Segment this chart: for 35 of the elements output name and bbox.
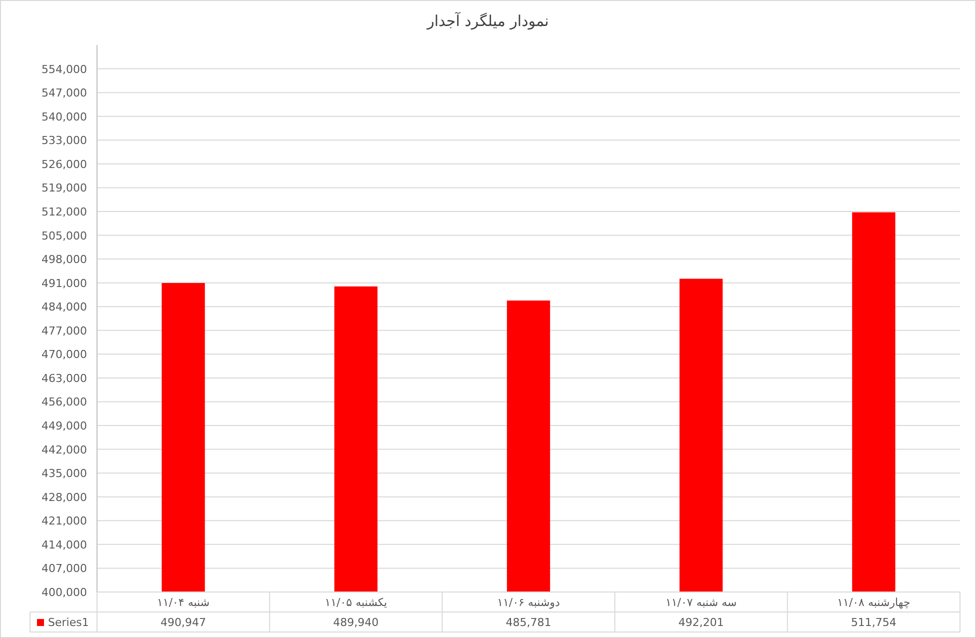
y-tick-label: 484,000 bbox=[42, 300, 87, 314]
data-label: 490,947 bbox=[160, 616, 206, 629]
x-tick-label: دوشنبه ۱۱/۰۶ bbox=[497, 596, 560, 609]
y-tick-label: 463,000 bbox=[42, 372, 87, 385]
y-tick-label: 519,000 bbox=[42, 182, 87, 195]
y-tick-label: 442,000 bbox=[42, 443, 87, 456]
legend-label: Series1 bbox=[48, 616, 89, 629]
data-label: 511,754 bbox=[850, 616, 896, 629]
y-tick-label: 470,000 bbox=[42, 348, 87, 362]
y-tick-label: 498,000 bbox=[42, 253, 87, 266]
chart-title: نمودار میلگرد آجدار bbox=[426, 11, 549, 30]
y-tick-label: 414,000 bbox=[42, 538, 87, 552]
y-tick-label: 456,000 bbox=[42, 396, 87, 409]
x-tick-label: یکشنبه ۱۱/۰۵ bbox=[324, 596, 388, 609]
y-tick-label: 505,000 bbox=[42, 229, 87, 242]
y-tick-label: 540,000 bbox=[42, 110, 87, 124]
y-tick-label: 407,000 bbox=[42, 562, 87, 576]
y-tick-label: 477,000 bbox=[42, 324, 87, 338]
y-tick-label: 449,000 bbox=[42, 420, 87, 433]
x-tick-label: سه شنبه ۱۱/۰۷ bbox=[665, 596, 737, 609]
data-label: 485,781 bbox=[506, 616, 552, 629]
data-label: 489,940 bbox=[333, 616, 379, 629]
y-tick-label: 428,000 bbox=[42, 490, 87, 504]
y-tick-label: 547,000 bbox=[42, 86, 87, 100]
y-tick-label: 512,000 bbox=[42, 205, 87, 218]
y-tick-label: 526,000 bbox=[42, 158, 87, 171]
y-tick-label: 554,000 bbox=[42, 62, 87, 76]
x-tick-label: چهارشنبه ۱۱/۰۸ bbox=[837, 596, 910, 609]
y-tick-label: 491,000 bbox=[42, 276, 87, 290]
data-label: 492,201 bbox=[678, 616, 724, 629]
y-tick-label: 400,000 bbox=[42, 586, 87, 599]
y-tick-label: 533,000 bbox=[42, 134, 87, 148]
y-tick-label: 421,000 bbox=[42, 514, 87, 528]
y-tick-label: 435,000 bbox=[42, 467, 87, 480]
x-tick-label: شنبه ۱۱/۰۴ bbox=[157, 596, 210, 609]
